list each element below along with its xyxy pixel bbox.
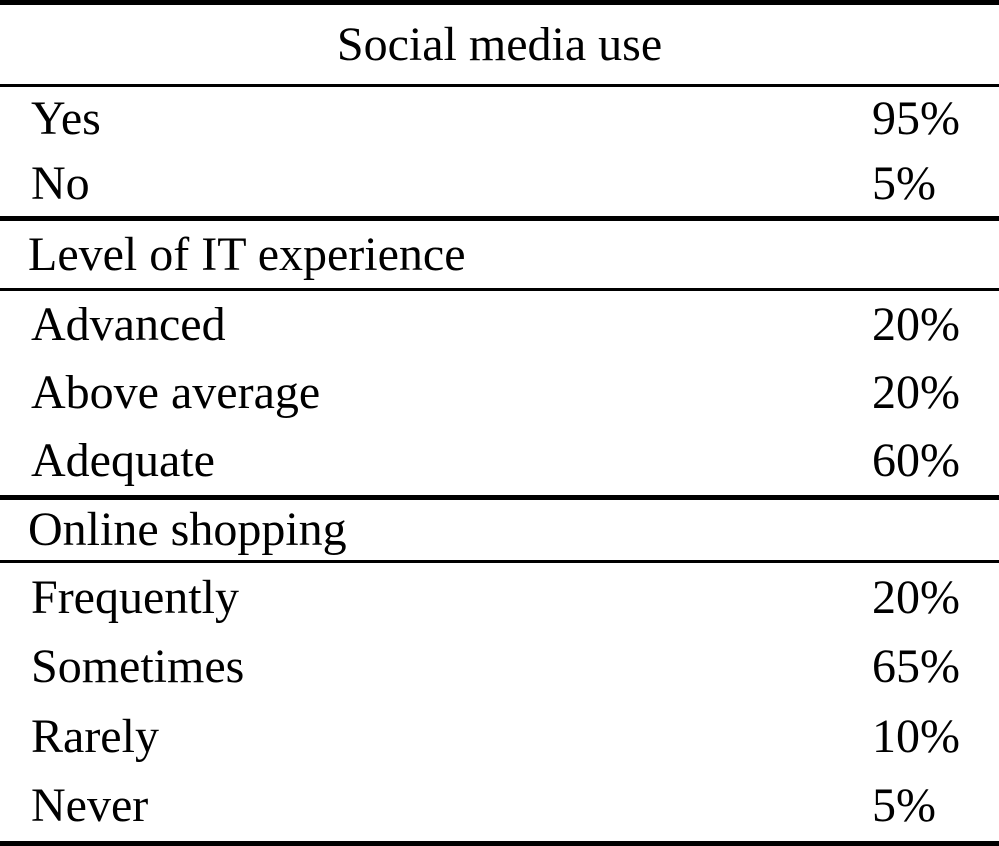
row-value: 20%: [872, 366, 960, 419]
table-row: Never 5%: [0, 772, 999, 842]
row-label: Rarely: [31, 709, 159, 763]
row-value: 60%: [872, 434, 960, 487]
table-row: Above average 20%: [0, 359, 999, 427]
row-value: 95%: [872, 92, 960, 146]
row-label: Above average: [31, 366, 321, 419]
section-header-row-it-experience: Level of IT experience: [0, 221, 999, 288]
table-row: Sometimes 65%: [0, 633, 999, 703]
section-online-shopping: Frequently 20% Sometimes 65% Rarely 10% …: [0, 563, 999, 841]
table-row: Adequate 60%: [0, 427, 999, 495]
row-label: Yes: [31, 92, 101, 146]
table-section-rule: [0, 216, 999, 221]
section-header-row-online-shopping: Online shopping: [0, 500, 999, 560]
row-value: 20%: [872, 298, 960, 351]
table-rule: [0, 84, 999, 87]
section-header-social-media-use: Social media use: [336, 17, 663, 71]
table-row: No 5%: [0, 152, 999, 217]
table-row: Yes 95%: [0, 87, 999, 152]
row-label: No: [31, 156, 90, 210]
section-social-media-use: Yes 95% No 5%: [0, 87, 999, 216]
table-section-rule: [0, 495, 999, 500]
row-value: 5%: [872, 779, 936, 833]
section-it-experience: Advanced 20% Above average 20% Adequate …: [0, 291, 999, 495]
row-label: Frequently: [31, 570, 239, 624]
row-value: 65%: [872, 640, 960, 694]
table-top-rule: [0, 0, 999, 5]
table-rule: [0, 560, 999, 563]
section-header-it-experience: Level of IT experience: [28, 227, 466, 281]
row-label: Never: [31, 779, 149, 833]
table-bottom-rule: [0, 841, 999, 846]
table-row: Rarely 10%: [0, 702, 999, 772]
row-label: Advanced: [31, 298, 226, 351]
row-label: Adequate: [31, 434, 215, 487]
table-row: Frequently 20%: [0, 563, 999, 633]
section-header-online-shopping: Online shopping: [28, 503, 347, 556]
section-header-row-social-media-use: Social media use: [0, 5, 999, 84]
row-value: 20%: [872, 570, 960, 624]
row-value: 5%: [872, 156, 936, 210]
table-row: Advanced 20%: [0, 291, 999, 359]
row-label: Sometimes: [31, 640, 245, 694]
row-value: 10%: [872, 709, 960, 763]
table-rule: [0, 288, 999, 291]
